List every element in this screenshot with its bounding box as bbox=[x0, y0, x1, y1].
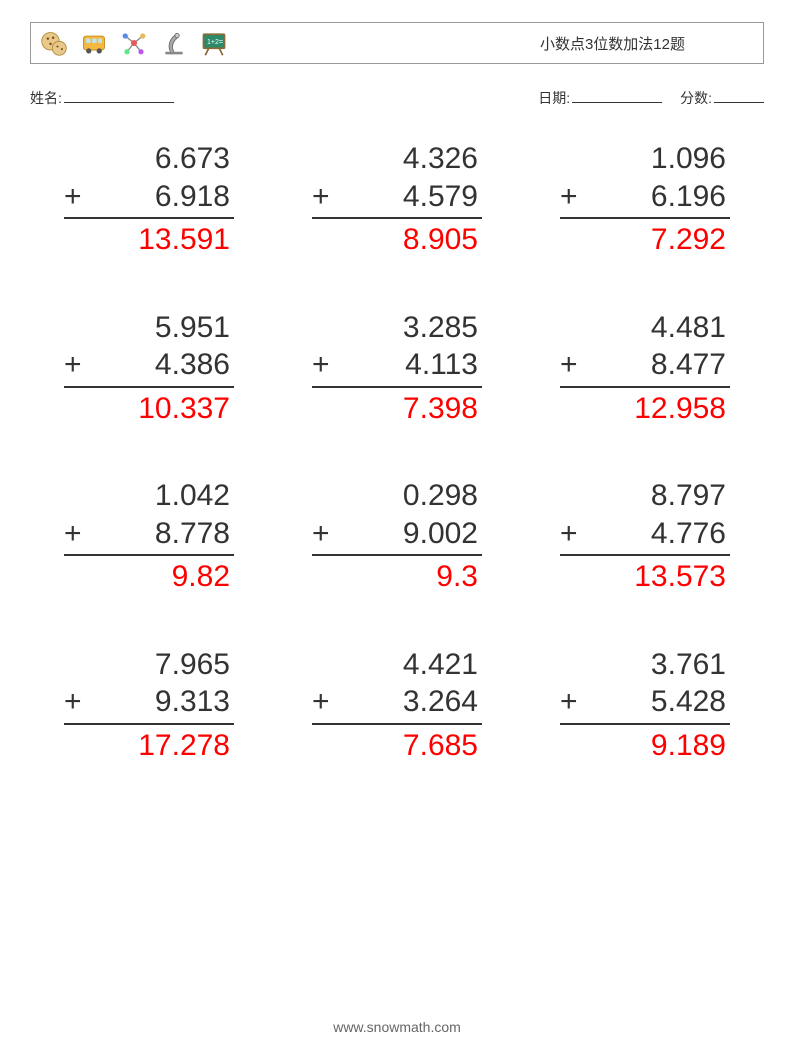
footer-url: www.snowmath.com bbox=[0, 1019, 794, 1035]
problem-5: 3.285+4.1137.398 bbox=[312, 309, 482, 428]
chalkboard-icon: 1+2= bbox=[199, 28, 229, 58]
operator-plus: + bbox=[312, 683, 330, 721]
problem-1: 6.673+6.91813.591 bbox=[64, 140, 234, 259]
operand-a: 8.797 bbox=[560, 477, 730, 515]
problems-grid: 6.673+6.91813.5914.326+4.5798.9051.096+6… bbox=[60, 140, 734, 764]
answer: 8.905 bbox=[312, 219, 482, 259]
problem-12: 3.761+5.4289.189 bbox=[560, 646, 730, 765]
answer: 9.189 bbox=[560, 725, 730, 765]
answer: 9.82 bbox=[64, 556, 234, 596]
answer: 17.278 bbox=[64, 725, 234, 765]
operand-b: +4.776 bbox=[560, 515, 730, 557]
answer: 12.958 bbox=[560, 388, 730, 428]
operand-a: 5.951 bbox=[64, 309, 234, 347]
problem-6: 4.481+8.47712.958 bbox=[560, 309, 730, 428]
problem-7: 1.042+8.7789.82 bbox=[64, 477, 234, 596]
operand-b: +8.778 bbox=[64, 515, 234, 557]
operator-plus: + bbox=[560, 515, 578, 553]
operator-plus: + bbox=[64, 683, 82, 721]
operand-a: 4.481 bbox=[560, 309, 730, 347]
operand-b: +9.002 bbox=[312, 515, 482, 557]
operand-a: 6.673 bbox=[64, 140, 234, 178]
microscope-icon bbox=[159, 28, 189, 58]
operator-plus: + bbox=[64, 515, 82, 553]
answer: 7.398 bbox=[312, 388, 482, 428]
operator-plus: + bbox=[560, 346, 578, 384]
problem-3: 1.096+6.1967.292 bbox=[560, 140, 730, 259]
score-blank[interactable] bbox=[714, 89, 764, 103]
date-blank[interactable] bbox=[572, 89, 662, 103]
operand-a: 7.965 bbox=[64, 646, 234, 684]
operand-b: +4.386 bbox=[64, 346, 234, 388]
problem-9: 8.797+4.77613.573 bbox=[560, 477, 730, 596]
operator-plus: + bbox=[312, 178, 330, 216]
operand-b: +4.579 bbox=[312, 178, 482, 220]
operand-a: 3.285 bbox=[312, 309, 482, 347]
answer: 10.337 bbox=[64, 388, 234, 428]
score-label: 分数: bbox=[680, 88, 764, 108]
operand-b: +6.918 bbox=[64, 178, 234, 220]
operator-plus: + bbox=[560, 683, 578, 721]
bus-icon bbox=[79, 28, 109, 58]
name-label-text: 姓名: bbox=[30, 90, 62, 106]
problem-8: 0.298+9.0029.3 bbox=[312, 477, 482, 596]
meta-row: 姓名: 日期: 分数: bbox=[30, 88, 764, 108]
svg-text:1+2=: 1+2= bbox=[207, 39, 223, 46]
operand-b: +8.477 bbox=[560, 346, 730, 388]
score-label-text: 分数: bbox=[680, 90, 712, 106]
operator-plus: + bbox=[312, 515, 330, 553]
problem-2: 4.326+4.5798.905 bbox=[312, 140, 482, 259]
operand-b: +6.196 bbox=[560, 178, 730, 220]
operator-plus: + bbox=[312, 346, 330, 384]
operator-plus: + bbox=[560, 178, 578, 216]
answer: 7.685 bbox=[312, 725, 482, 765]
answer: 13.573 bbox=[560, 556, 730, 596]
problem-11: 4.421+3.2647.685 bbox=[312, 646, 482, 765]
header-box: 1+2= 小数点3位数加法12题 bbox=[30, 22, 764, 64]
name-label: 姓名: bbox=[30, 88, 174, 108]
operator-plus: + bbox=[64, 346, 82, 384]
date-label-text: 日期: bbox=[538, 90, 570, 106]
answer: 9.3 bbox=[312, 556, 482, 596]
problem-10: 7.965+9.31317.278 bbox=[64, 646, 234, 765]
answer: 7.292 bbox=[560, 219, 730, 259]
icon-row: 1+2= bbox=[39, 28, 229, 58]
operand-a: 4.326 bbox=[312, 140, 482, 178]
operand-a: 1.096 bbox=[560, 140, 730, 178]
operand-a: 4.421 bbox=[312, 646, 482, 684]
operand-a: 0.298 bbox=[312, 477, 482, 515]
worksheet-title: 小数点3位数加法12题 bbox=[229, 33, 755, 54]
operand-b: +5.428 bbox=[560, 683, 730, 725]
cookies-icon bbox=[39, 28, 69, 58]
name-blank[interactable] bbox=[64, 89, 174, 103]
operand-b: +3.264 bbox=[312, 683, 482, 725]
molecule-icon bbox=[119, 28, 149, 58]
operand-b: +4.113 bbox=[312, 346, 482, 388]
operator-plus: + bbox=[64, 178, 82, 216]
problem-4: 5.951+4.38610.337 bbox=[64, 309, 234, 428]
answer: 13.591 bbox=[64, 219, 234, 259]
date-label: 日期: bbox=[538, 88, 662, 108]
operand-a: 3.761 bbox=[560, 646, 730, 684]
operand-a: 1.042 bbox=[64, 477, 234, 515]
operand-b: +9.313 bbox=[64, 683, 234, 725]
